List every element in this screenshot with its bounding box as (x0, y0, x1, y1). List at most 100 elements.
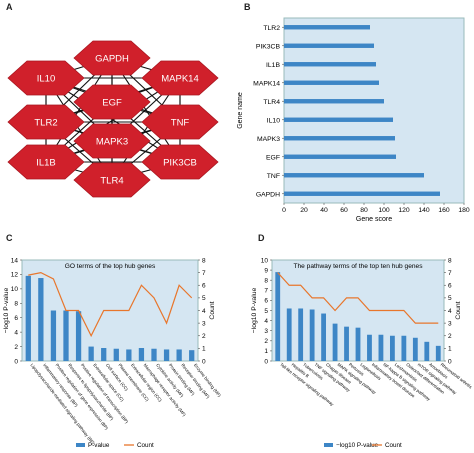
x-tick-label: 180 (458, 207, 470, 214)
category-label: MAPK3 (257, 136, 280, 143)
bar-2 (286, 308, 292, 361)
panel-letter-b: B (244, 2, 251, 12)
node-label-pik3cb: PIK3CB (163, 158, 197, 169)
bar-8 (355, 327, 361, 361)
y-tick-label: 10 (11, 286, 19, 293)
y2-tick-label: 2 (448, 333, 452, 340)
bar-tnf (284, 173, 424, 178)
gene-score-chart: TLR2 PIK3CB IL1B MAPK14 TLR4 IL10 MAPK3 EGF TNF G… (237, 17, 470, 222)
y2-tick-label: 4 (202, 308, 206, 315)
bar-15 (435, 345, 441, 361)
bar-1 (25, 275, 31, 361)
y2-tick-label: 5 (202, 295, 206, 302)
node-label-egf: EGF (102, 98, 122, 109)
node-tlr4 (73, 162, 151, 198)
legend-bar-swatch (324, 443, 333, 447)
y2-tick-label: 3 (448, 320, 452, 327)
bar-8 (113, 348, 119, 361)
y2-tick-label: 3 (202, 320, 206, 327)
y-tick-label: 8 (264, 278, 268, 285)
bar-gapdh (284, 191, 440, 196)
y2-tick-label: 6 (202, 283, 206, 290)
bar-2 (38, 278, 44, 361)
y2-tick-label: 7 (448, 270, 452, 277)
bar-egf (284, 154, 396, 159)
category-label: EGF (266, 154, 280, 161)
legend-bar-swatch (76, 443, 85, 447)
bar-tlr4 (284, 99, 384, 104)
x-tick-label: 80 (360, 207, 368, 214)
y-tick-label: 12 (11, 272, 19, 279)
y-tick-label: 7 (264, 288, 268, 295)
network-nodes: GAPDH IL10 MAPK14 EGF TLR2 TNF MAPK3 IL1B PIK3CB… (7, 40, 219, 198)
plot-area (283, 17, 465, 204)
x-tick-label: 40 (320, 207, 328, 214)
bar-7 (101, 348, 107, 361)
category-label: IL1B (266, 62, 280, 69)
y-tick-label: 0 (264, 358, 268, 365)
node-tnf (141, 104, 219, 140)
category-label: IL10 (267, 117, 280, 124)
bar-9 (126, 349, 132, 361)
legend-bar-label: P-value (88, 442, 110, 449)
legend-line-label: Count (385, 442, 402, 449)
bar-9 (367, 334, 372, 361)
x-tick-label: 0 (282, 207, 286, 214)
node-label-il1b: IL1B (36, 158, 56, 169)
y-axis-label: Gene name (237, 92, 244, 129)
bar-5 (75, 311, 82, 361)
bar-14 (189, 350, 195, 361)
x-tick-label: 20 (300, 207, 308, 214)
y2-tick-label: 0 (202, 358, 206, 365)
category-label: TLR2 (263, 25, 280, 32)
bar-12 (163, 349, 170, 361)
y-axis-label: −log10 P-value (251, 288, 258, 334)
legend-bar-label: −log10 P-value (336, 442, 379, 449)
y2-tick-label: 6 (448, 283, 452, 290)
x-tick-label: 120 (398, 207, 410, 214)
legend-line-label: Count (137, 442, 154, 449)
node-il1b (7, 144, 85, 180)
node-label-il10: IL10 (37, 74, 56, 85)
y-axis-label: −log10 P-value (3, 288, 10, 334)
y2-tick-label: 4 (448, 308, 452, 315)
category-label: TLR4 (263, 99, 280, 106)
panel-letter-a: A (6, 2, 13, 12)
bar-3 (298, 308, 304, 361)
x-tick-label: 60 (340, 207, 348, 214)
node-pik3cb (141, 144, 219, 180)
bar-4 (309, 309, 315, 361)
panel-letter-d: D (258, 233, 265, 243)
bar-10 (378, 334, 384, 361)
y-tick-label: 5 (264, 308, 268, 315)
bar-mapk14 (284, 80, 379, 85)
y-tick-label: 10 (261, 257, 269, 264)
y-tick-label: 4 (14, 329, 18, 336)
y-tick-label: 6 (264, 298, 268, 305)
bar-11 (151, 348, 157, 361)
y2-axis-label: Count (455, 301, 462, 319)
y-tick-label: 1 (264, 348, 268, 355)
y2-tick-label: 8 (202, 257, 206, 264)
node-tlr2 (7, 104, 85, 140)
y2-tick-label: 2 (202, 333, 206, 340)
y2-tick-label: 8 (448, 257, 452, 264)
y2-tick-label: 7 (202, 270, 206, 277)
bar-1 (275, 272, 281, 361)
node-label-tlr2: TLR2 (34, 118, 57, 129)
ppi-network: GAPDH IL10 MAPK14 EGF TLR2 TNF MAPK3 IL1B PIK3CB… (7, 40, 219, 198)
x-tick-label: 160 (438, 207, 450, 214)
node-label-gapdh: GAPDH (95, 54, 129, 65)
node-mapk3 (73, 123, 151, 159)
node-label-mapk3: MAPK3 (96, 137, 128, 148)
category-label: GAPDH (256, 191, 280, 198)
bar-7 (344, 326, 349, 361)
x-tick-label: 100 (378, 207, 390, 214)
y-tick-label: 9 (264, 267, 268, 274)
bar-3 (50, 310, 57, 361)
y2-tick-label: 0 (448, 358, 452, 365)
y-tick-label: 8 (14, 301, 18, 308)
category-label: TNF (267, 173, 280, 180)
y-tick-label: 6 (14, 315, 18, 322)
y-tick-label: 2 (14, 344, 18, 351)
